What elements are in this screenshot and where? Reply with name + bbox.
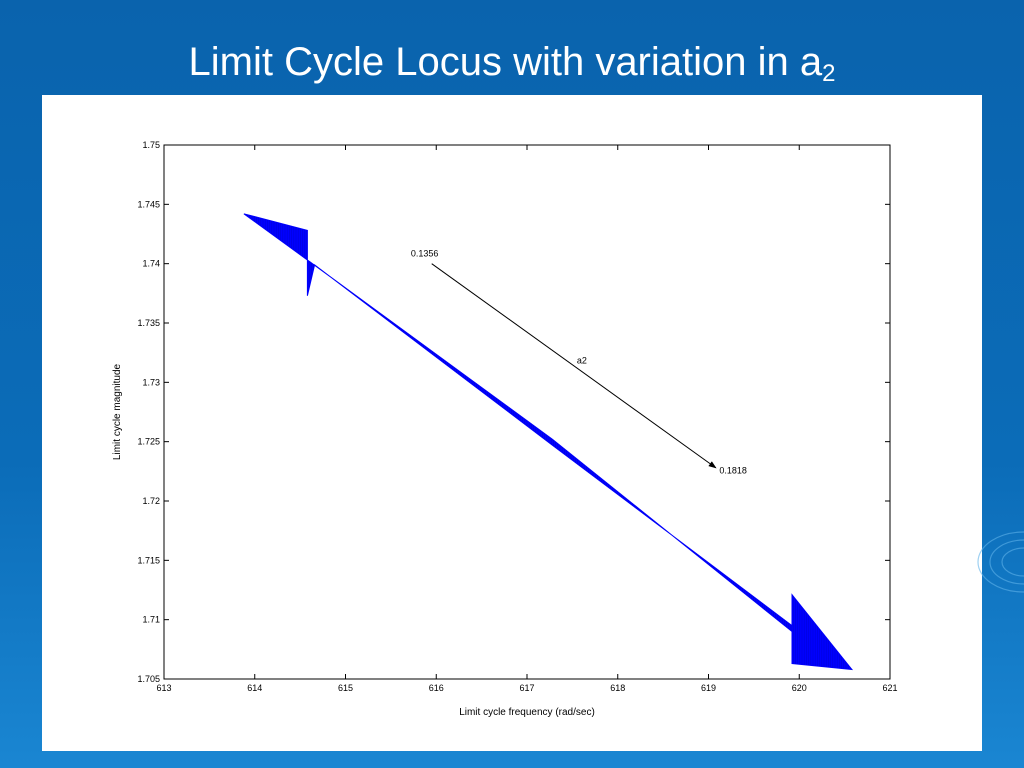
x-tick-label: 620 <box>792 683 807 693</box>
slide-title-text: Limit Cycle Locus with variation in a <box>188 40 823 84</box>
locus-band-0 <box>243 213 854 671</box>
decorative-swirl <box>977 531 1024 593</box>
y-tick-label: 1.75 <box>142 140 160 150</box>
y-tick-label: 1.715 <box>137 555 160 565</box>
x-tick-label: 616 <box>429 683 444 693</box>
x-tick-label: 613 <box>156 683 171 693</box>
x-tick-label: 614 <box>247 683 262 693</box>
annotation-arrow <box>431 263 717 469</box>
annotation-label-0: 0.1356 <box>411 249 439 259</box>
annotation-label-1: a2 <box>577 355 587 365</box>
slide-title: Limit Cycle Locus with variation in a2 <box>0 38 1024 98</box>
y-tick-label: 1.735 <box>137 318 160 328</box>
x-tick-label: 621 <box>882 683 897 693</box>
chart: 613 614 615 616 617 618 619 620 621 1.705 1.71 1.71… <box>112 140 898 718</box>
x-tick-label: 619 <box>701 683 716 693</box>
annotation-label-2: 0.1818 <box>719 466 747 476</box>
y-tick-label: 1.71 <box>142 615 160 625</box>
y-axis-label: Limit cycle magnitude <box>112 363 123 460</box>
y-tick-label: 1.73 <box>142 377 160 387</box>
x-tick-label: 617 <box>519 683 534 693</box>
x-axis-label: Limit cycle frequency (rad/sec) <box>459 707 595 718</box>
y-tick-label: 1.705 <box>137 674 160 684</box>
y-tick-label: 1.74 <box>142 259 160 269</box>
y-tick-label: 1.72 <box>142 496 160 506</box>
y-tick-label: 1.725 <box>137 437 160 447</box>
chart-panel: 613 614 615 616 617 618 619 620 621 1.705 1.71 1.71… <box>42 95 982 751</box>
y-tick-label: 1.745 <box>137 199 160 209</box>
x-tick-label: 618 <box>610 683 625 693</box>
slide-title-subscript: 2 <box>822 60 836 87</box>
x-tick-label: 615 <box>338 683 353 693</box>
